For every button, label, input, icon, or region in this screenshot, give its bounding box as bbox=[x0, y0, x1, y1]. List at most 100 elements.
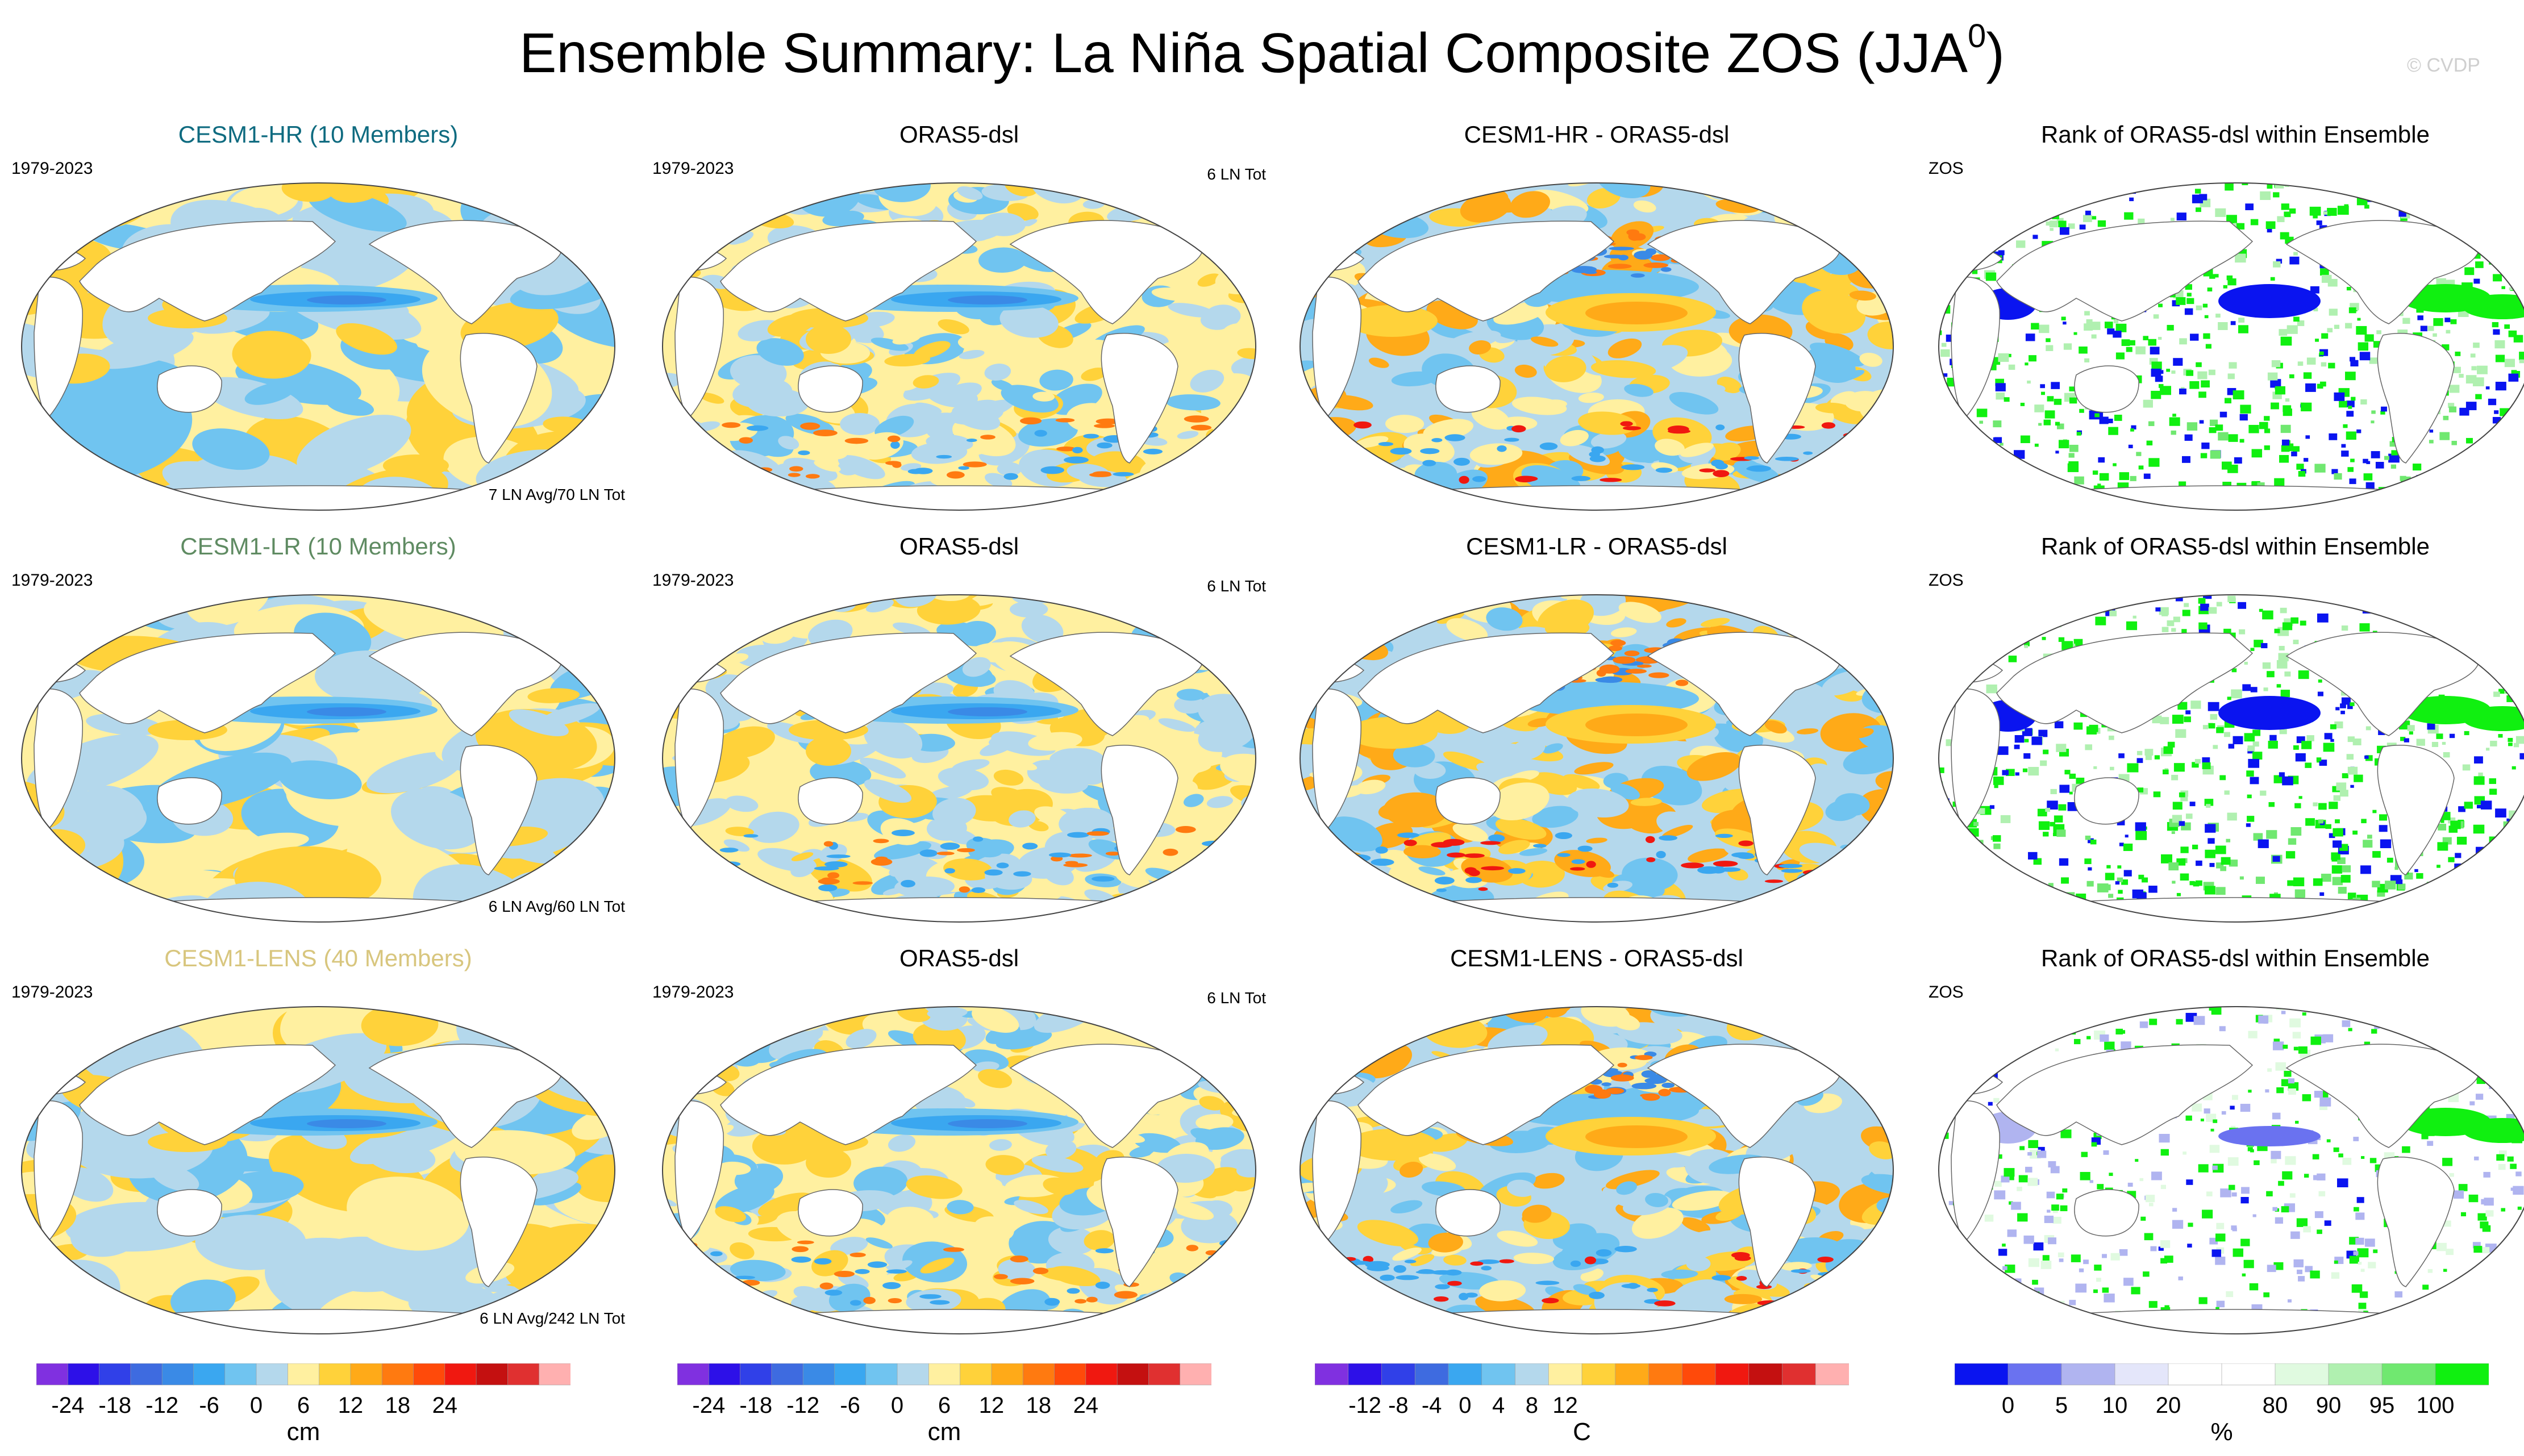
rank-cell bbox=[1956, 676, 1966, 685]
rank-cell bbox=[2364, 1041, 2371, 1046]
rank-cell bbox=[1987, 858, 1993, 863]
rank-cell bbox=[2209, 427, 2217, 433]
rank-cell bbox=[2458, 1184, 2468, 1191]
rank-cell bbox=[2321, 333, 2329, 339]
field-patch bbox=[1836, 183, 1893, 202]
continent-greenland bbox=[545, 620, 592, 653]
field-patch bbox=[1368, 357, 1389, 368]
southern-ocean-eddy bbox=[1114, 1291, 1138, 1299]
field-patch bbox=[1113, 490, 1168, 510]
southern-ocean-eddy bbox=[1092, 471, 1111, 476]
rank-cell bbox=[2465, 437, 2473, 444]
panel-title: ORAS5-dsl bbox=[899, 945, 1019, 971]
rank-cell bbox=[2293, 252, 2298, 256]
field-patch bbox=[1300, 1317, 1343, 1333]
panel-r1-obs: ORAS5-dsl 1979-2023 6 LN Tot bbox=[652, 116, 1266, 514]
field-patch bbox=[1803, 276, 1859, 295]
rank-cell bbox=[2279, 454, 2289, 463]
rank-cell bbox=[2321, 873, 2331, 882]
field-patch bbox=[1300, 206, 1319, 218]
rank-cell bbox=[2012, 895, 2021, 903]
rank-cell bbox=[1945, 392, 1949, 395]
field-patch bbox=[723, 839, 750, 852]
rank-cell bbox=[2406, 199, 2417, 207]
rank-cell bbox=[2021, 199, 2026, 203]
field-patch bbox=[863, 506, 887, 510]
southern-ocean-eddy bbox=[1143, 448, 1163, 454]
rank-cell bbox=[1985, 272, 1997, 281]
field-patch bbox=[1176, 201, 1228, 226]
field-patch bbox=[538, 1016, 615, 1043]
rank-cell bbox=[2389, 441, 2397, 447]
field-patch bbox=[41, 1283, 93, 1312]
rank-cell bbox=[2046, 338, 2051, 343]
field-patch bbox=[1641, 766, 1702, 806]
rank-cell bbox=[2290, 617, 2299, 624]
rank-cell bbox=[2439, 432, 2450, 440]
rank-cell bbox=[2015, 772, 2019, 776]
rank-cell bbox=[1990, 874, 1996, 879]
field-patch bbox=[1123, 906, 1172, 922]
field-patch bbox=[1618, 602, 1661, 623]
rank-cell bbox=[2492, 322, 2499, 328]
rank-cell bbox=[1979, 420, 1983, 424]
field-patch bbox=[1380, 902, 1405, 915]
continent-asia bbox=[720, 220, 977, 322]
rank-cell bbox=[2222, 461, 2232, 470]
southern-ocean-eddy bbox=[1470, 1261, 1484, 1266]
rank-cell bbox=[2045, 808, 2051, 812]
southern-ocean-eddy bbox=[1511, 425, 1526, 433]
rank-cell bbox=[2013, 486, 2019, 492]
rank-cell bbox=[2167, 620, 2175, 627]
field-patch bbox=[1357, 1220, 1419, 1246]
rank-cell bbox=[2380, 595, 2391, 604]
southern-ocean-eddy bbox=[1872, 1295, 1893, 1300]
rank-cell bbox=[2367, 835, 2372, 839]
kuroshio-eddy bbox=[1610, 1074, 1634, 1082]
southern-ocean-eddy bbox=[1420, 448, 1440, 454]
rank-cell bbox=[2209, 274, 2215, 279]
rank-cell bbox=[2480, 800, 2492, 810]
southern-ocean-eddy bbox=[1444, 1269, 1462, 1276]
rank-cell bbox=[2280, 336, 2292, 346]
rank-cell bbox=[2011, 220, 2015, 224]
model-map bbox=[21, 1006, 615, 1334]
rank-cell bbox=[2117, 877, 2123, 882]
southern-ocean-eddy bbox=[1577, 845, 1593, 852]
rank-cell bbox=[2483, 230, 2489, 235]
southern-ocean-eddy bbox=[1393, 472, 1413, 479]
rank-cell bbox=[2493, 235, 2499, 240]
rank-cell bbox=[2513, 633, 2522, 641]
field-patch bbox=[741, 908, 777, 922]
rank-cell bbox=[2508, 373, 2519, 382]
southern-ocean-eddy bbox=[823, 841, 834, 847]
field-patch bbox=[1849, 290, 1876, 301]
field-patch bbox=[1866, 657, 1893, 687]
rank-cell bbox=[2166, 369, 2171, 372]
southern-ocean-eddy bbox=[667, 470, 692, 475]
rank-cell bbox=[2177, 702, 2188, 710]
rank-cell bbox=[2202, 757, 2210, 764]
rank-cell bbox=[2136, 758, 2143, 764]
rank-cell bbox=[2205, 824, 2216, 833]
rank-cell bbox=[2198, 598, 2206, 604]
southern-ocean-eddy bbox=[1655, 468, 1673, 473]
rank-cell bbox=[2275, 386, 2286, 395]
map-container bbox=[1934, 179, 2524, 514]
field-patch bbox=[1493, 301, 1549, 325]
rank-cell bbox=[2285, 851, 2296, 859]
rank-cell bbox=[2421, 600, 2428, 606]
field-patch bbox=[913, 375, 939, 389]
rank-cell bbox=[2480, 209, 2490, 217]
rank-cell bbox=[2160, 717, 2169, 724]
period-label: 1979-2023 bbox=[652, 983, 734, 1002]
field-patch bbox=[663, 595, 675, 607]
rank-cell bbox=[2173, 763, 2185, 772]
field-patch bbox=[1154, 1007, 1211, 1033]
rank-cell bbox=[2379, 825, 2388, 832]
field-patch bbox=[1345, 466, 1389, 486]
southern-ocean-eddy bbox=[1872, 433, 1887, 440]
field-patch bbox=[1205, 304, 1241, 328]
rank-cell bbox=[1960, 896, 1967, 903]
rank-cell bbox=[2309, 923, 2319, 926]
